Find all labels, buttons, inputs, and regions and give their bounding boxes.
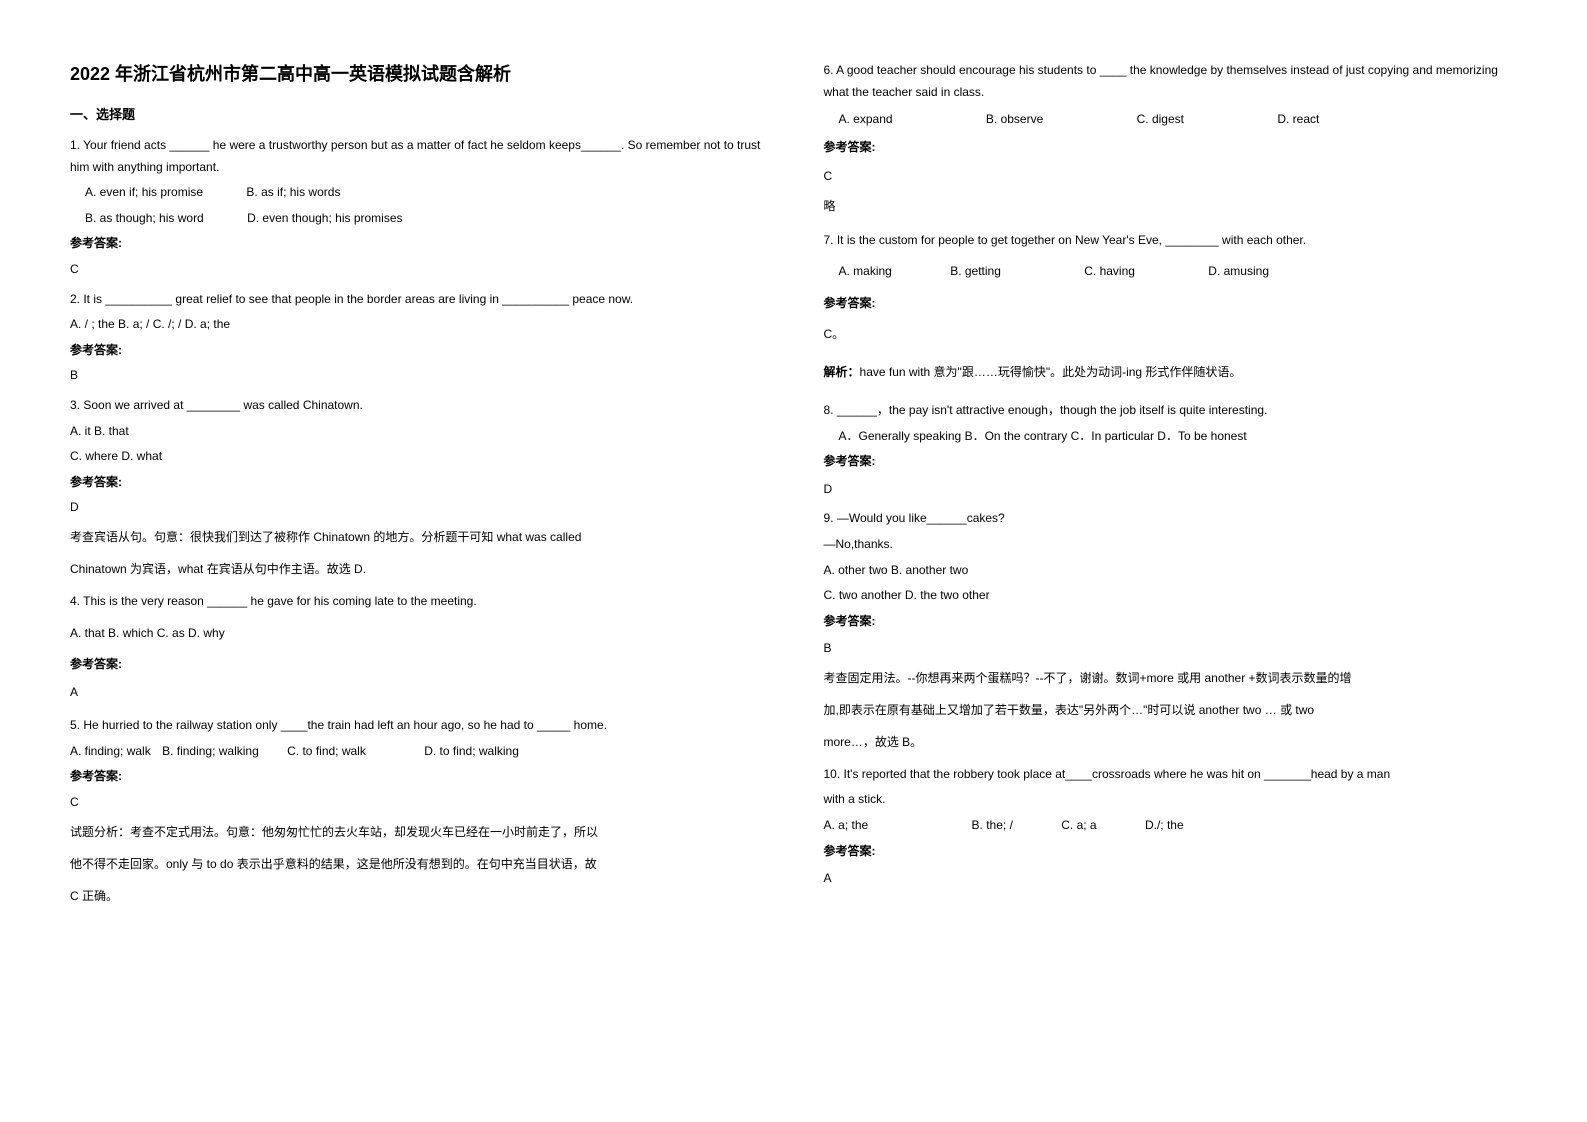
options-row: A. finding; walk B. finding; walking C. … bbox=[70, 741, 764, 763]
options-row: A. making B. getting C. having D. amusin… bbox=[824, 261, 1518, 283]
option-c: C. a; a bbox=[1061, 815, 1096, 837]
page-title: 2022 年浙江省杭州市第二高中高一英语模拟试题含解析 bbox=[70, 60, 764, 86]
option-a: A. even if; his promise bbox=[85, 182, 203, 204]
answer-value: D bbox=[824, 479, 1518, 501]
answer-label: 参考答案: bbox=[70, 340, 764, 362]
option-c: C. digest bbox=[1137, 109, 1184, 131]
options-row: C. where D. what bbox=[70, 446, 764, 468]
question-text: 1. Your friend acts ______ he were a tru… bbox=[70, 135, 764, 178]
section-header: 一、选择题 bbox=[70, 104, 764, 123]
answer-value: C bbox=[70, 792, 764, 814]
answer-value: A bbox=[824, 868, 1518, 890]
answer-label: 参考答案: bbox=[70, 233, 764, 255]
option-b: B. observe bbox=[986, 109, 1043, 131]
explanation-label: 解析： bbox=[824, 365, 860, 379]
question-3: 3. Soon we arrived at ________ was calle… bbox=[70, 395, 764, 589]
question-10: 10. It's reported that the robbery took … bbox=[824, 764, 1518, 896]
option-d: D./; the bbox=[1145, 815, 1184, 837]
question-text: 6. A good teacher should encourage his s… bbox=[824, 60, 1518, 103]
question-text-2: —No,thanks. bbox=[824, 534, 1518, 556]
option-c: C. to find; walk bbox=[287, 741, 366, 763]
option-a: A. finding; walk bbox=[70, 741, 151, 763]
option-b: B. as if; his words bbox=[246, 182, 340, 204]
options-row: A．Generally speaking B．On the contrary C… bbox=[824, 426, 1518, 448]
question-text: 7. It is the custom for people to get to… bbox=[824, 230, 1518, 252]
options-row: B. as though; his word D. even though; h… bbox=[70, 208, 764, 230]
question-9: 9. —Would you like______cakes? —No,thank… bbox=[824, 508, 1518, 762]
explanation-text: 加,即表示在原有基础上又增加了若干数量，表达"另外两个…"时可以说 anothe… bbox=[824, 698, 1518, 722]
options-row: A. that B. which C. as D. why bbox=[70, 623, 764, 645]
question-6: 6. A good teacher should encourage his s… bbox=[824, 60, 1518, 228]
options-row: A. / ; the B. a; / C. /; / D. a; the bbox=[70, 314, 764, 336]
options-row: A. other two B. another two bbox=[824, 560, 1518, 582]
option-a: A. making bbox=[839, 261, 892, 283]
explanation-text: more…，故选 B。 bbox=[824, 730, 1518, 754]
answer-label: 参考答案: bbox=[824, 841, 1518, 863]
question-text: 9. —Would you like______cakes? bbox=[824, 508, 1518, 530]
option-a: A. a; the bbox=[824, 815, 869, 837]
question-1: 1. Your friend acts ______ he were a tru… bbox=[70, 135, 764, 287]
answer-extra: 略 bbox=[824, 196, 1518, 218]
options-row: C. two another D. the two other bbox=[824, 585, 1518, 607]
option-a: A. expand bbox=[839, 109, 893, 131]
question-text: 2. It is __________ great relief to see … bbox=[70, 289, 764, 311]
right-column: 6. A good teacher should encourage his s… bbox=[824, 60, 1518, 1092]
option-b: B. finding; walking bbox=[162, 741, 259, 763]
answer-label: 参考答案: bbox=[824, 611, 1518, 633]
left-column: 2022 年浙江省杭州市第二高中高一英语模拟试题含解析 一、选择题 1. You… bbox=[70, 60, 764, 1092]
answer-value: B bbox=[70, 365, 764, 387]
answer-label: 参考答案: bbox=[70, 654, 764, 676]
option-d: D. even though; his promises bbox=[247, 208, 402, 230]
answer-value: B bbox=[824, 638, 1518, 660]
question-text-2: with a stick. bbox=[824, 789, 1518, 811]
explanation-text: C 正确。 bbox=[70, 884, 764, 908]
explanation-text: 试题分析：考查不定式用法。句意：他匆匆忙忙的去火车站，却发现火车已经在一小时前走… bbox=[70, 820, 764, 844]
option-c: C. having bbox=[1084, 261, 1135, 283]
answer-value: C bbox=[824, 166, 1518, 188]
option-d: D. react bbox=[1277, 109, 1319, 131]
answer-label: 参考答案: bbox=[824, 293, 1518, 315]
answer-value: C。 bbox=[824, 324, 1518, 346]
question-text: 10. It's reported that the robbery took … bbox=[824, 764, 1518, 786]
question-4: 4. This is the very reason ______ he gav… bbox=[70, 591, 764, 713]
explanation-body: have fun with 意为"跟……玩得愉快"。此处为动词-ing 形式作伴… bbox=[860, 365, 1242, 379]
question-text: 5. He hurried to the railway station onl… bbox=[70, 715, 764, 737]
options-row: A. expand B. observe C. digest D. react bbox=[824, 109, 1518, 131]
question-5: 5. He hurried to the railway station onl… bbox=[70, 715, 764, 915]
option-d: D. amusing bbox=[1208, 261, 1269, 283]
explanation-text: Chinatown 为宾语，what 在宾语从句中作主语。故选 D. bbox=[70, 557, 764, 581]
explanation-text: 解析：have fun with 意为"跟……玩得愉快"。此处为动词-ing 形… bbox=[824, 360, 1518, 384]
question-2: 2. It is __________ great relief to see … bbox=[70, 289, 764, 393]
answer-value: A bbox=[70, 682, 764, 704]
options-row: A. it B. that bbox=[70, 421, 764, 443]
question-8: 8. ______，the pay isn't attractive enoug… bbox=[824, 400, 1518, 506]
explanation-text: 他不得不走回家。only 与 to do 表示出乎意料的结果，这是他所没有想到的… bbox=[70, 852, 764, 876]
explanation-text: 考查固定用法。--你想再来两个蛋糕吗？--不了，谢谢。数词+more 或用 an… bbox=[824, 666, 1518, 690]
question-text: 4. This is the very reason ______ he gav… bbox=[70, 591, 764, 613]
answer-value: C bbox=[70, 259, 764, 281]
explanation-text: 考查宾语从句。句意：很快我们到达了被称作 Chinatown 的地方。分析题干可… bbox=[70, 525, 764, 549]
option-d: D. to find; walking bbox=[424, 741, 519, 763]
answer-label: 参考答案: bbox=[824, 451, 1518, 473]
question-7: 7. It is the custom for people to get to… bbox=[824, 230, 1518, 398]
answer-label: 参考答案: bbox=[824, 137, 1518, 159]
question-text: 8. ______，the pay isn't attractive enoug… bbox=[824, 400, 1518, 422]
options-row: A. a; the B. the; / C. a; a D./; the bbox=[824, 815, 1518, 837]
options-row: A. even if; his promise B. as if; his wo… bbox=[70, 182, 764, 204]
answer-label: 参考答案: bbox=[70, 472, 764, 494]
option-b: B. getting bbox=[950, 261, 1001, 283]
question-text: 3. Soon we arrived at ________ was calle… bbox=[70, 395, 764, 417]
option-c: B. as though; his word bbox=[85, 208, 204, 230]
answer-value: D bbox=[70, 497, 764, 519]
answer-label: 参考答案: bbox=[70, 766, 764, 788]
option-b: B. the; / bbox=[972, 815, 1013, 837]
